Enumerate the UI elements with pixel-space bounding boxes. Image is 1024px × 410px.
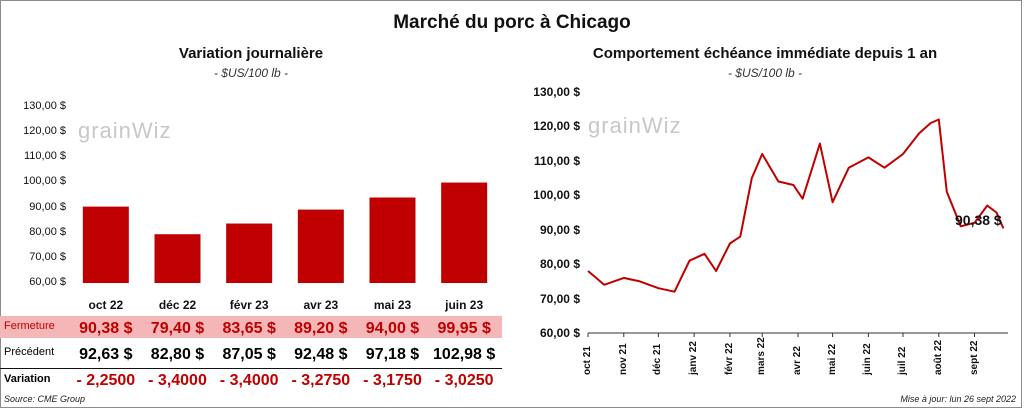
month-label: déc 21: [652, 343, 664, 375]
table-cell: 82,80 $: [150, 346, 205, 363]
bar-category-label: oct 22: [88, 298, 124, 312]
table-row-variation: Variation: [0, 368, 502, 391]
month-label: nov 21: [617, 343, 629, 375]
table-cell: 89,20 $: [294, 320, 348, 337]
month-label: avr 22: [792, 346, 803, 375]
left-y-tick-label: 90,00 $: [29, 200, 66, 213]
table-cell: 90,38 $: [79, 320, 133, 337]
bar-4: [369, 197, 416, 283]
right-y-tick-label: 60,00 $: [539, 326, 580, 340]
bar-0: [82, 206, 129, 283]
month-label: août 22: [932, 339, 944, 375]
left-y-tick-label: 120,00 $: [23, 125, 66, 138]
watermark-right: grainWiz: [588, 113, 682, 138]
left-chart-unit: - $US/100 lb -: [213, 66, 289, 80]
table-cell: 94,00 $: [365, 320, 420, 337]
table-cell: 92,63 $: [79, 346, 133, 363]
table-cell: - 3,0250: [434, 372, 494, 389]
table-cell: 83,65 $: [222, 320, 276, 337]
row-label-precedent: Précédent: [4, 346, 55, 358]
bar-5: [441, 182, 488, 283]
right-y-tick-label: 110,00 $: [533, 153, 580, 168]
right-y-tick-label: 100,00 $: [533, 188, 580, 203]
table-cell: - 2,2500: [76, 372, 136, 389]
row-label-variation: Variation: [4, 373, 51, 385]
right-y-tick-label: 90,00 $: [539, 222, 580, 237]
table-cell: 97,18 $: [365, 346, 420, 363]
left-y-tick-label: 110,00 $: [23, 150, 66, 163]
table-cell: 99,95 $: [437, 320, 491, 337]
right-y-tick-label: 70,00 $: [539, 291, 580, 306]
bar-3: [297, 209, 344, 283]
left-y-tick-label: 70,00 $: [29, 250, 66, 263]
left-y-tick-label: 130,00 $: [23, 100, 66, 112]
table-cell: - 3,4000: [219, 372, 279, 389]
month-label: mars 22: [756, 337, 768, 375]
bar-category-label: avr 23: [303, 298, 339, 312]
right-y-tick-label: 80,00 $: [539, 257, 580, 272]
bar-category-label: févr 23: [229, 298, 269, 312]
left-y-tick-label: 60,00 $: [29, 276, 66, 288]
right-y-tick-label: 130,00 $: [533, 85, 580, 99]
month-label: oct 21: [582, 346, 593, 375]
bar-category-label: mai 23: [373, 298, 412, 312]
left-chart-title: Variation journalière: [178, 45, 324, 62]
update-note: Mise à jour: lun 26 sept 2022: [900, 394, 1016, 404]
bar-category-label: juin 23: [445, 298, 484, 312]
table-row-fermeture: Fermeture: [0, 316, 502, 338]
month-label: févr 22: [723, 342, 735, 375]
row-label-fermeture: Fermeture: [4, 320, 55, 332]
table-cell: 87,05 $: [222, 346, 276, 363]
watermark-left: grainWiz: [78, 118, 172, 143]
bar-2: [226, 223, 273, 283]
table-cell: - 3,2750: [291, 372, 351, 389]
month-label: juin 22: [862, 343, 874, 375]
table-cell: 102,98 $: [433, 346, 496, 363]
right-chart-unit: - $US/100 lb -: [727, 66, 803, 80]
right-y-tick-label: 120,00 $: [533, 119, 580, 134]
last-value-label: 90,38 $: [955, 212, 1002, 228]
table-cell: 92,48 $: [294, 346, 348, 363]
table-cell: - 3,4000: [148, 372, 207, 389]
bar-category-label: déc 22: [158, 298, 197, 312]
left-y-tick-label: 80,00 $: [29, 225, 66, 238]
source-note: Source: CME Group: [4, 394, 86, 404]
bar-1: [154, 234, 201, 283]
page-title: Marché du porc à Chicago: [393, 12, 631, 33]
month-label: sept 22: [968, 340, 980, 375]
month-label: juil 22: [897, 346, 908, 375]
table-cell: 79,40 $: [150, 320, 205, 337]
left-y-tick-label: 100,00 $: [23, 175, 66, 188]
price-line: [587, 118, 1005, 293]
month-label: janv 22: [688, 341, 700, 375]
table-row-precedent: Précédent: [0, 342, 502, 364]
month-label: mai 22: [826, 343, 838, 375]
right-chart-title: Comportement échéance immédiate depuis 1…: [592, 45, 938, 62]
table-cell: - 3,1750: [363, 372, 422, 389]
